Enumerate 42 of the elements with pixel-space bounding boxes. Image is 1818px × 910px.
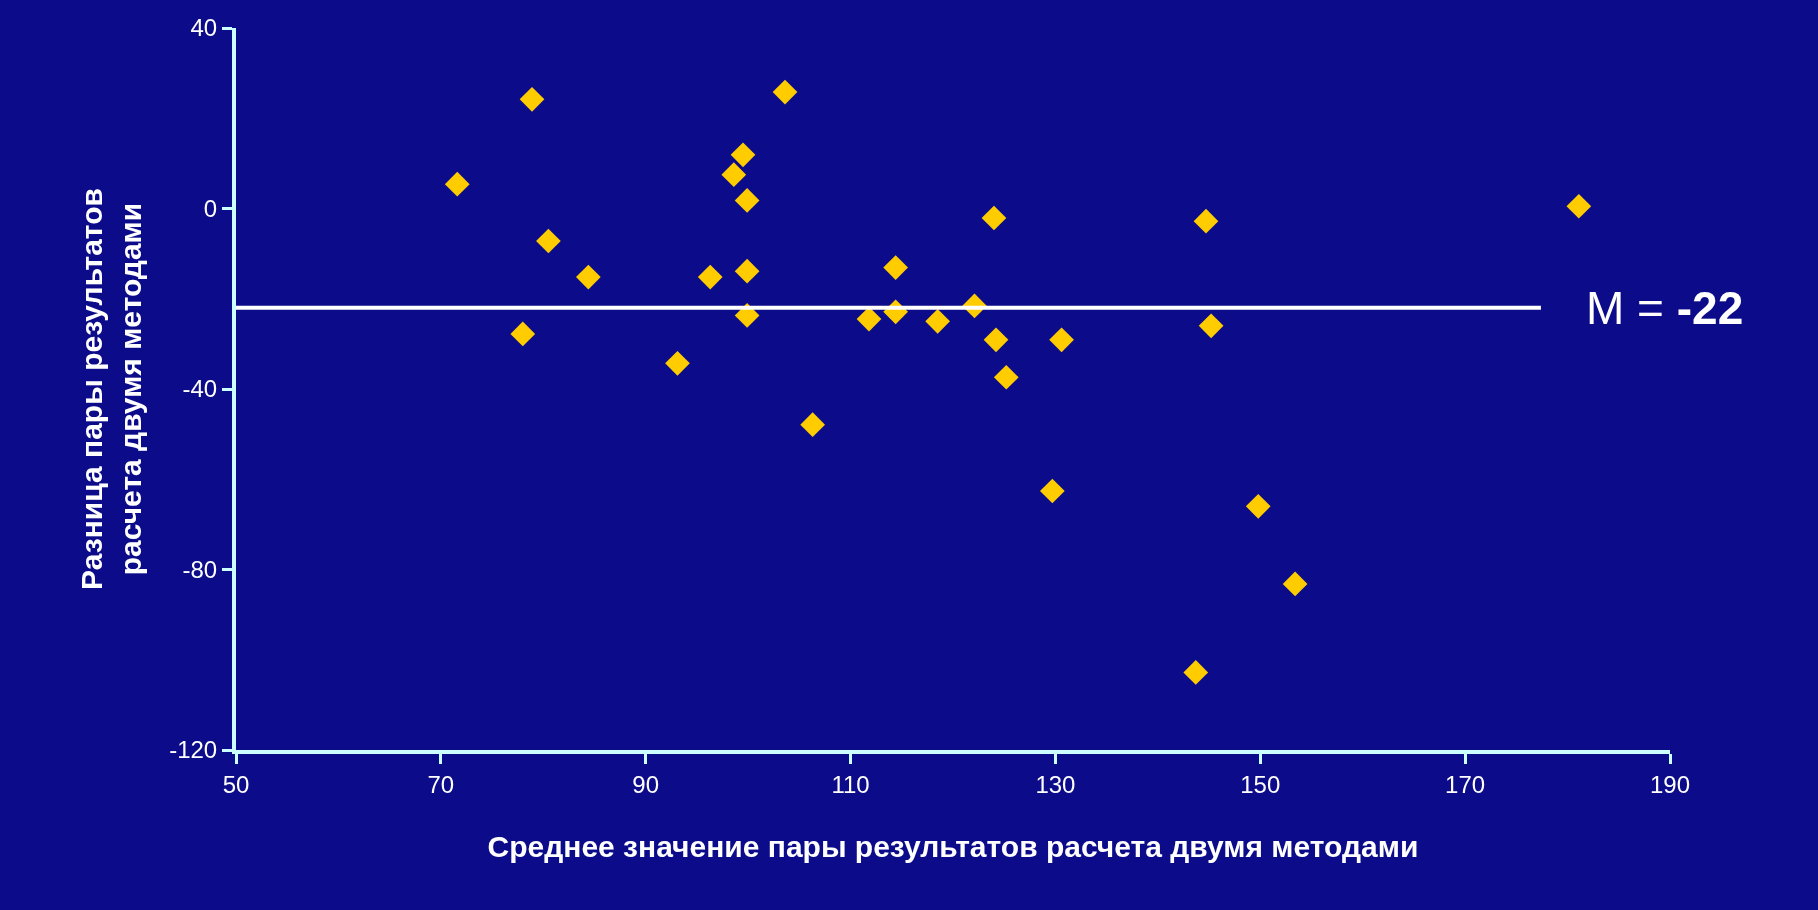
y-tick-label: 0 (203, 194, 218, 222)
x-tick-label: 170 (1445, 770, 1486, 798)
x-tick-label: 90 (632, 770, 660, 798)
point (800, 412, 826, 437)
point (697, 264, 723, 290)
y-tick-label: 40 (190, 14, 218, 42)
point (983, 327, 1009, 353)
point (772, 79, 798, 105)
point (1566, 193, 1592, 219)
point (519, 86, 545, 112)
point (993, 364, 1019, 390)
point (883, 255, 908, 280)
point (536, 228, 561, 254)
point (1193, 208, 1219, 234)
x-tick-label: 50 (222, 770, 250, 798)
y-tick-label: -120 (169, 736, 218, 764)
point (734, 188, 760, 213)
x-tick-label: 150 (1240, 770, 1281, 798)
point (576, 264, 601, 290)
point (1245, 493, 1271, 519)
point (510, 321, 536, 347)
point (1198, 313, 1224, 339)
point (734, 258, 760, 284)
y-tick-label: -80 (182, 555, 218, 583)
point (1183, 660, 1209, 685)
point (1282, 571, 1308, 597)
y-tick-label: -40 (182, 375, 218, 403)
x-axis-title: Среднее значение пары результатов расчета двумя методами (487, 829, 1419, 863)
x-tick-label: 110 (831, 770, 870, 798)
x-tick-label: 130 (1035, 770, 1076, 798)
point (444, 171, 470, 197)
point (730, 142, 756, 168)
y-axis-title: Разница пары результатов расчета двумя методами (74, 188, 147, 590)
ref-line-label: M = -22 (1586, 282, 1744, 334)
point (1040, 478, 1065, 504)
point (925, 308, 950, 334)
point (721, 162, 747, 188)
point (665, 350, 690, 376)
point (981, 205, 1007, 231)
x-tick-label: 70 (427, 770, 455, 798)
point (1049, 327, 1074, 353)
x-tick-label: 190 (1649, 770, 1691, 798)
